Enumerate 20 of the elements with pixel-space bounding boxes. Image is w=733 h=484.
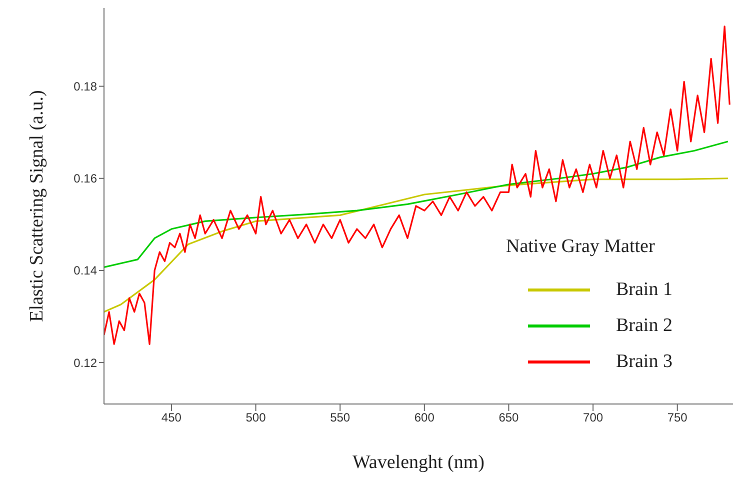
legend-label: Brain 1 xyxy=(616,279,672,301)
x-axis-title: Wavelenght (nm) xyxy=(352,452,484,473)
line-series xyxy=(104,178,729,313)
x-tick-label: 450 xyxy=(161,410,182,425)
y-tick-label: 0.18 xyxy=(74,80,98,94)
y-axis-title: Elastic Scattering Signal (a.u.) xyxy=(26,90,48,322)
legend-title: Native Gray Matter xyxy=(506,236,656,258)
legend-label: Brain 2 xyxy=(616,315,672,337)
legend-label: Brain 3 xyxy=(616,351,672,373)
y-tick-label: 0.12 xyxy=(74,356,98,370)
x-tick-label: 650 xyxy=(498,410,520,425)
x-tick-label: 550 xyxy=(330,410,350,425)
line-series xyxy=(104,26,730,345)
line-series xyxy=(104,140,729,268)
x-tick-label: 500 xyxy=(246,410,266,425)
x-tick-label: 750 xyxy=(667,410,688,425)
y-tick-label: 0.14 xyxy=(74,264,98,278)
x-tick-label: 700 xyxy=(583,410,604,425)
x-tick-label: 600 xyxy=(414,410,435,425)
y-tick-label: 0.16 xyxy=(74,172,98,186)
